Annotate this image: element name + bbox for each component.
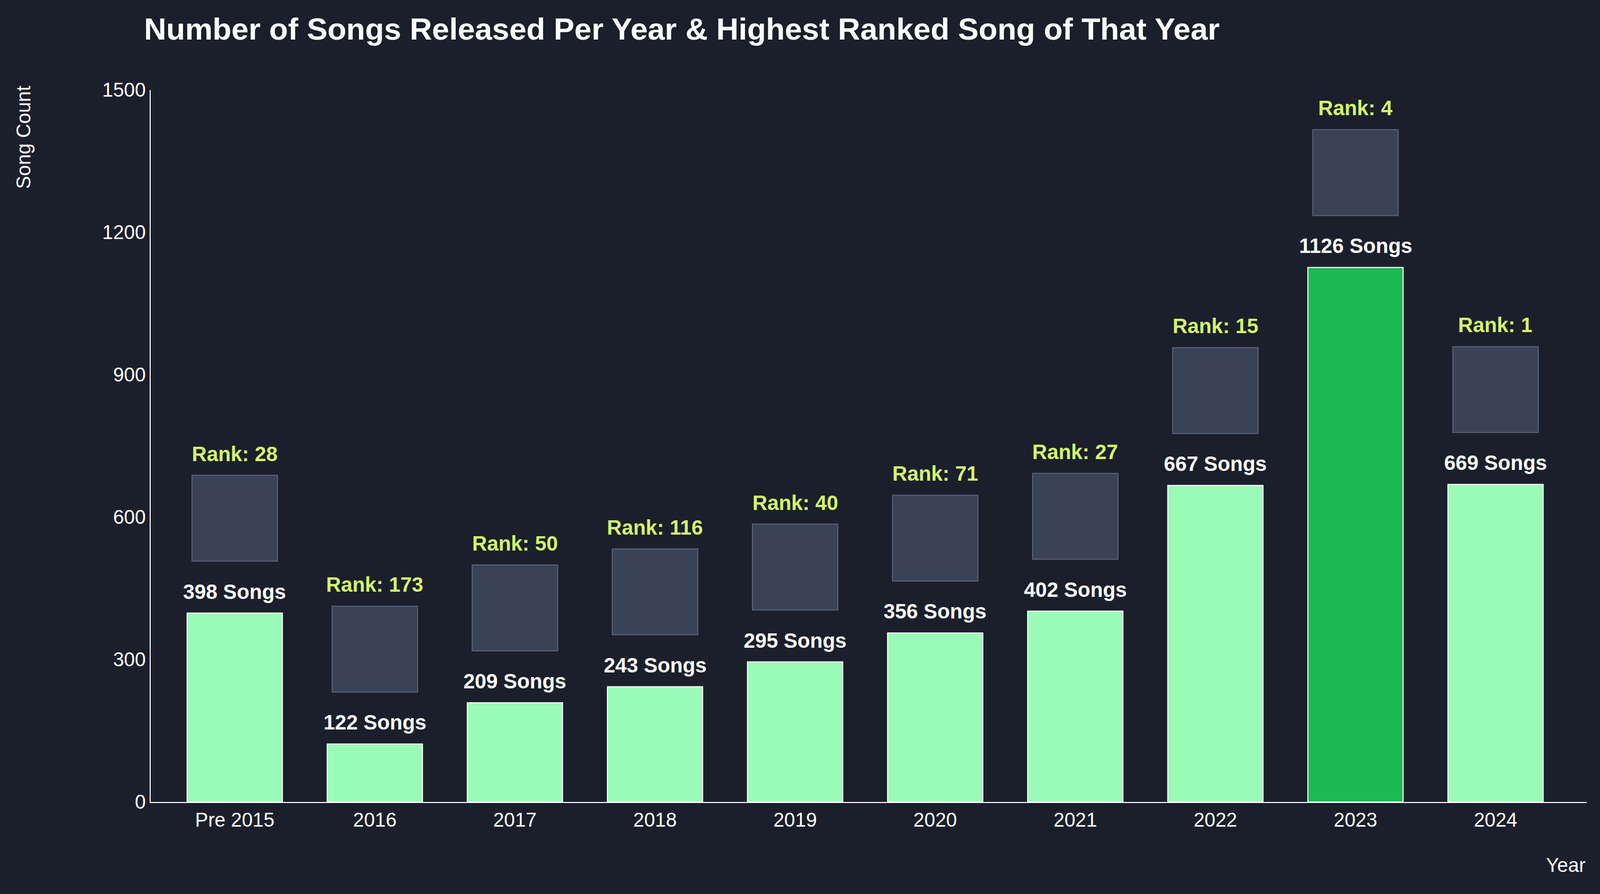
svg-text:Rank: 1: Rank: 1	[1458, 313, 1533, 337]
svg-text:356 Songs: 356 Songs	[883, 600, 987, 623]
svg-text:2019: 2019	[773, 809, 818, 832]
svg-text:900: 900	[113, 364, 146, 386]
svg-text:Rank: 15: Rank: 15	[1172, 314, 1259, 338]
svg-text:2023: 2023	[1333, 809, 1378, 832]
svg-text:Rank: 27: Rank: 27	[1032, 440, 1119, 464]
svg-text:398 Songs: 398 Songs	[183, 580, 286, 604]
svg-text:1126 Songs: 1126 Songs	[1299, 234, 1413, 258]
svg-text:Year: Year	[1545, 854, 1586, 877]
svg-text:2017: 2017	[493, 809, 537, 832]
svg-text:2022: 2022	[1193, 809, 1238, 832]
svg-text:Rank: 50: Rank: 50	[472, 532, 559, 555]
svg-text:295 Songs: 295 Songs	[743, 629, 847, 653]
svg-text:600: 600	[113, 506, 146, 529]
svg-text:402 Songs: 402 Songs	[1023, 578, 1127, 602]
svg-text:2020: 2020	[913, 809, 958, 832]
svg-text:209 Songs: 209 Songs	[463, 670, 567, 693]
svg-text:122 Songs: 122 Songs	[323, 711, 427, 734]
svg-text:0: 0	[134, 791, 146, 814]
svg-text:Pre 2015: Pre 2015	[194, 809, 275, 832]
svg-text:1200: 1200	[102, 221, 147, 244]
svg-text:Number of Songs Released Per Y: Number of Songs Released Per Year & High…	[144, 11, 1220, 47]
svg-text:1500: 1500	[102, 79, 147, 101]
svg-text:669 Songs: 669 Songs	[1444, 451, 1548, 475]
svg-text:667 Songs: 667 Songs	[1163, 452, 1267, 476]
svg-text:Rank: 40: Rank: 40	[752, 491, 839, 515]
svg-text:2024: 2024	[1473, 809, 1518, 832]
svg-text:Rank: 116: Rank: 116	[606, 516, 704, 539]
svg-text:Rank: 173: Rank: 173	[326, 573, 424, 597]
svg-text:Rank: 4: Rank: 4	[1318, 96, 1393, 120]
svg-text:Song Count: Song Count	[12, 85, 35, 189]
svg-text:2021: 2021	[1053, 809, 1098, 832]
svg-text:2016: 2016	[353, 809, 398, 832]
svg-text:Rank: 71: Rank: 71	[892, 462, 979, 485]
svg-text:300: 300	[113, 649, 146, 671]
svg-text:243 Songs: 243 Songs	[603, 654, 707, 677]
svg-text:2018: 2018	[633, 809, 677, 832]
svg-text:Rank: 28: Rank: 28	[191, 442, 278, 466]
